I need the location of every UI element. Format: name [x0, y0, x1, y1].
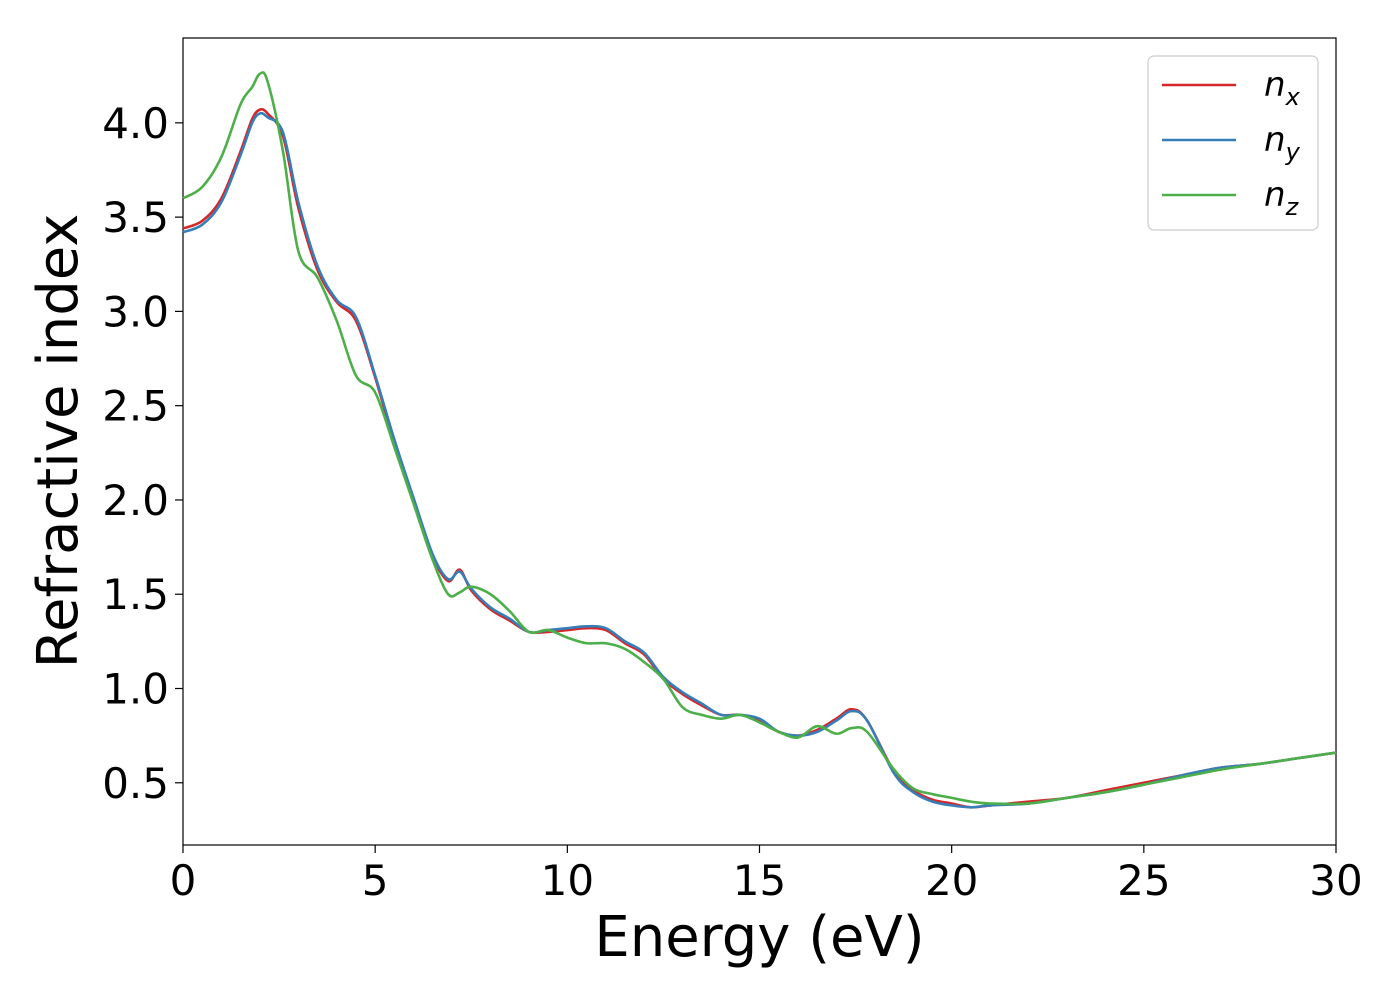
x-tick-label: 10 — [541, 856, 594, 905]
legend: nx ny nz — [1147, 55, 1319, 231]
y-axis-title: Refractive index — [26, 214, 91, 669]
legend-entries: nx ny nz — [1162, 65, 1301, 221]
x-axis-title: Energy (eV) — [594, 905, 924, 970]
y-tick-label: 1.5 — [102, 570, 169, 619]
y-tick-label: 1.0 — [102, 665, 169, 714]
x-axis-ticks: 0 5 10 15 20 25 30 — [170, 845, 1363, 905]
y-axis-ticks: 0.5 1.0 1.5 2.0 2.5 3.0 3.5 4.0 — [102, 99, 183, 808]
x-tick-label: 30 — [1309, 856, 1362, 905]
x-tick-label: 25 — [1117, 856, 1170, 905]
y-tick-label: 3.0 — [102, 287, 169, 336]
x-tick-label: 15 — [733, 856, 786, 905]
legend-label-nz: nz — [1264, 175, 1300, 221]
y-tick-label: 0.5 — [102, 759, 169, 808]
x-tick-label: 20 — [925, 856, 978, 905]
legend-box — [1147, 55, 1319, 231]
series-layer — [182, 71, 1337, 809]
x-tick-label: 0 — [170, 856, 197, 905]
series-line-nz — [182, 71, 1337, 806]
y-tick-label: 2.0 — [102, 476, 169, 525]
y-tick-label: 4.0 — [102, 99, 169, 148]
series-line-ny — [182, 111, 1337, 809]
legend-label-nx: nx — [1264, 65, 1301, 111]
y-tick-label: 2.5 — [102, 382, 169, 431]
x-tick-label: 5 — [362, 856, 389, 905]
legend-label-ny: ny — [1264, 120, 1301, 166]
y-tick-label: 3.5 — [102, 193, 169, 242]
